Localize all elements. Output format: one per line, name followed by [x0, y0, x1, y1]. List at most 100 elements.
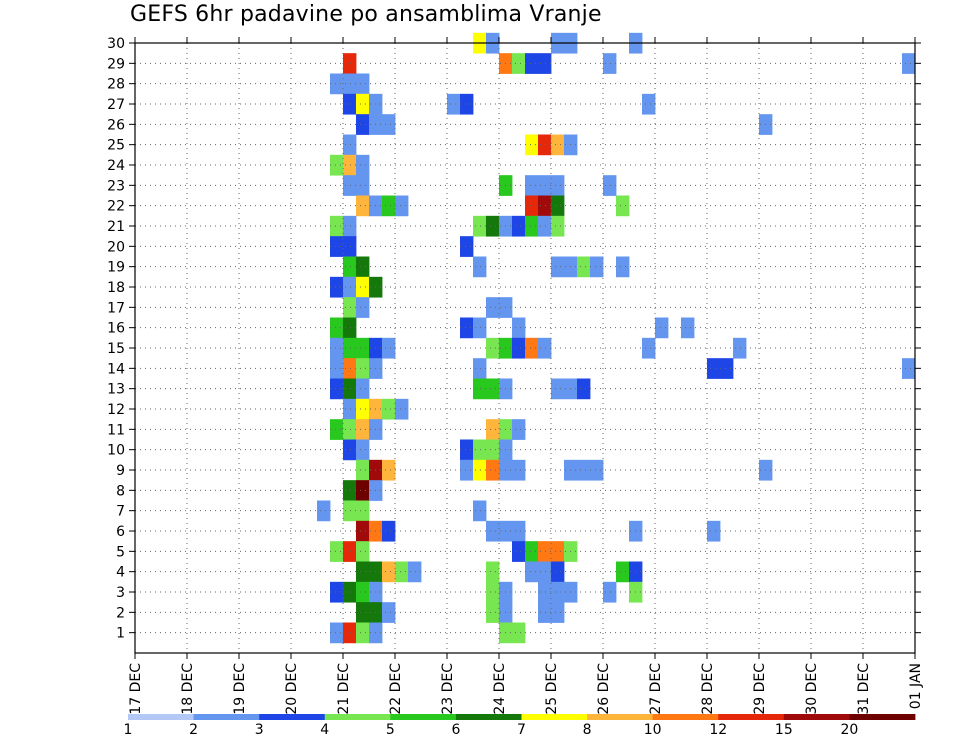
legend-layer: 1 2 3 4 5 6 7 8 10 12 15 20 — [124, 714, 916, 738]
heatmap-cell — [356, 297, 370, 318]
legend-swatch — [849, 714, 916, 720]
heatmap-cell — [551, 195, 565, 217]
y-tick-label: 18 — [107, 280, 125, 296]
heatmap-cell — [382, 602, 396, 623]
x-tick-label: 24 DEC — [492, 663, 508, 715]
legend-label: 6 — [451, 722, 460, 738]
heatmap-cell — [343, 297, 357, 318]
heatmap-cell — [343, 154, 357, 176]
heatmap-cell — [395, 561, 409, 583]
y-tick-label: 26 — [107, 117, 125, 133]
y-tick-label: 29 — [107, 56, 125, 72]
heatmap-cell — [538, 581, 552, 603]
heatmap-cell — [447, 93, 461, 115]
heatmap-cell — [486, 378, 500, 400]
heatmap-cell — [603, 53, 617, 74]
heatmap-cell — [551, 256, 565, 278]
heatmap-cell — [525, 134, 539, 156]
legend-label: 1 — [124, 722, 133, 738]
y-tick-label: 6 — [116, 524, 125, 540]
heatmap-cell — [512, 317, 526, 339]
heatmap-cell — [356, 480, 370, 501]
legend-swatch — [587, 714, 654, 720]
y-tick-label: 3 — [116, 585, 125, 601]
heatmap-cell — [343, 378, 357, 400]
legend-swatch — [455, 714, 522, 720]
x-tick-label: 30 DEC — [804, 663, 820, 715]
heatmap-cell — [356, 459, 370, 481]
y-tick-label: 12 — [107, 402, 125, 418]
y-tick-label: 1 — [116, 626, 125, 642]
heatmap-cell — [356, 378, 370, 400]
heatmap-cell — [460, 93, 474, 115]
heatmap-cell — [551, 541, 565, 562]
heatmap-cell — [356, 581, 370, 603]
heatmap-cell — [538, 134, 552, 156]
y-tick-label: 15 — [107, 341, 125, 357]
heatmap-cell — [460, 317, 474, 339]
heatmap-cell — [330, 337, 344, 359]
heatmap-cell — [473, 459, 487, 481]
heatmap-cell — [330, 622, 344, 644]
heatmap-cell — [408, 561, 422, 583]
heatmap-cell — [577, 378, 591, 400]
heatmap-cell — [486, 520, 500, 542]
heatmap-cell — [382, 337, 396, 359]
y-tick-label: 13 — [107, 382, 125, 398]
heatmap-cell — [343, 480, 357, 501]
heatmap-cell — [538, 53, 552, 74]
heatmap-cell — [343, 93, 357, 115]
heatmap-cell — [330, 154, 344, 176]
heatmap-cell — [525, 541, 539, 562]
heatmap-cell — [486, 297, 500, 318]
heatmap-cell — [317, 500, 331, 522]
legend-label: 12 — [709, 722, 727, 738]
y-tick-label: 8 — [116, 483, 125, 499]
heatmap-cell — [486, 561, 500, 583]
heatmap-cell — [343, 215, 357, 237]
heatmap-cell — [733, 337, 747, 359]
heatmap-cell — [525, 337, 539, 359]
heatmap-cell — [356, 561, 370, 583]
x-tick-label: 25 DEC — [544, 663, 560, 715]
heatmap-cell — [902, 358, 916, 379]
legend-label: 8 — [583, 722, 592, 738]
y-tick-label: 23 — [107, 178, 125, 194]
heatmap-cell — [356, 500, 370, 522]
x-tick-label: 26 DEC — [596, 663, 612, 715]
heatmap-cell — [551, 175, 565, 196]
heatmap-cell — [330, 419, 344, 440]
heatmap-cell — [616, 561, 630, 583]
heatmap-cell — [356, 73, 370, 95]
legend-swatch — [521, 714, 588, 720]
y-tick-label: 5 — [116, 544, 125, 560]
heatmap-cell — [603, 581, 617, 603]
x-tick-label: 28 DEC — [700, 663, 716, 715]
heatmap-cell — [356, 337, 370, 359]
y-tick-label: 27 — [107, 97, 125, 113]
heatmap-cell — [486, 419, 500, 440]
heatmap-cell — [330, 215, 344, 237]
chart-title: GEFS 6hr padavine po ansamblima Vranje — [130, 2, 602, 27]
legend-swatch — [390, 714, 457, 720]
heatmap-cell — [356, 195, 370, 217]
y-tick-label: 7 — [116, 504, 125, 520]
heatmap-cell — [707, 358, 721, 379]
heatmap-cell — [590, 256, 604, 278]
heatmap-cell — [460, 459, 474, 481]
heatmap-cell — [473, 215, 487, 237]
y-tick-label: 25 — [107, 138, 125, 154]
heatmap-cell — [356, 93, 370, 115]
heatmap-cell — [395, 398, 409, 420]
y-tick-label: 22 — [107, 199, 125, 215]
heatmap-cell — [343, 276, 357, 298]
heatmap-cell — [655, 317, 669, 339]
heatmap-cell — [538, 175, 552, 196]
y-tick-label: 20 — [107, 239, 125, 255]
heatmap-cell — [512, 520, 526, 542]
legend-swatch — [652, 714, 719, 720]
heatmap-cell — [356, 398, 370, 420]
heatmap-cell — [902, 53, 916, 74]
x-tick-label: 22 DEC — [388, 663, 404, 715]
